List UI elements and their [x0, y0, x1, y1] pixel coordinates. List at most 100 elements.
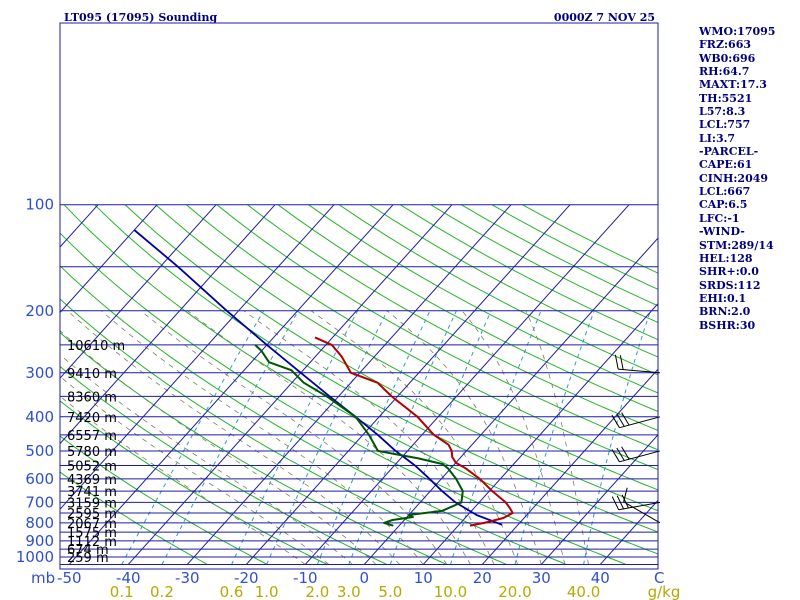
height-label: 1112 m — [67, 535, 117, 550]
dry-adiabat — [60, 400, 328, 565]
isotherm — [599, 499, 658, 565]
wind-barb-flag — [616, 447, 625, 461]
sounding-index: WMO:17095 — [699, 25, 776, 38]
mixing-ratio-tick-label: 0.2 — [150, 583, 174, 600]
isotherm — [60, 204, 158, 314]
sounding-index: WB0:696 — [699, 51, 756, 65]
wind-barb-staff — [618, 501, 661, 511]
mixing-ratio-line — [514, 310, 595, 565]
wind-barb-flag — [616, 495, 625, 510]
sounding-index: LI:3.7 — [699, 131, 736, 145]
height-label: 6557 m — [67, 429, 117, 444]
isotherm — [481, 368, 658, 565]
temperature-tick-label: 10 — [414, 569, 433, 587]
chart-title: LT095 (17095) Sounding — [64, 11, 217, 24]
dry-adiabat — [277, 204, 658, 413]
temperature-tick-label: C — [654, 569, 664, 587]
mixing-ratio-tick-label: 10.0 — [434, 583, 467, 600]
height-label: 2067 m — [67, 517, 117, 532]
sounding-profiles — [133, 229, 514, 527]
mixing-ratio-line — [348, 310, 457, 565]
moist-adiabat — [140, 310, 448, 565]
wind-barb-flag — [616, 413, 625, 427]
height-label: 9410 m — [67, 367, 117, 382]
mixing-ratio-tick-label: 40.0 — [567, 583, 600, 600]
height-label: 3741 m — [67, 485, 117, 500]
sounding-index: CINH:2049 — [699, 171, 769, 185]
moist-adiabat — [243, 310, 495, 565]
height-label: 4369 m — [67, 473, 117, 488]
temperature-tick-label: 0 — [360, 569, 370, 587]
isotherm — [68, 204, 394, 565]
height-label: 8360 m — [67, 390, 117, 405]
isotherm — [60, 204, 217, 379]
temperature-tick-label: 40 — [591, 569, 610, 587]
dewpoint-trace — [254, 344, 464, 527]
mixing-ratio-line — [266, 310, 388, 565]
sounding-index: FRZ:663 — [699, 38, 752, 52]
isotherm — [304, 204, 630, 565]
wind-barb — [614, 354, 661, 374]
sounding-index: HEL:128 — [699, 251, 753, 265]
height-label: 674 m — [67, 543, 109, 558]
sounding-index: EHI:0.1 — [699, 291, 747, 305]
sounding-index: CAPE:61 — [699, 158, 753, 172]
isotherm — [186, 204, 512, 565]
mixing-ratio-tick-label: 1.0 — [255, 583, 279, 600]
moist-adiabat — [525, 310, 589, 565]
isotherm — [60, 204, 276, 445]
dry-adiabat — [369, 204, 658, 358]
sounding-index: TH:5521 — [699, 91, 753, 105]
wind-barbs — [611, 354, 661, 524]
mixing-ratio-line — [450, 310, 542, 565]
moist-adiabat — [60, 395, 306, 565]
height-label: 5052 m — [67, 460, 117, 475]
pressure-tick-label: 900 — [25, 532, 54, 550]
dry-adiabat — [60, 265, 567, 565]
wind-barb-flag — [619, 355, 624, 370]
height-label: 3159 m — [67, 496, 117, 511]
dry-adiabat — [60, 435, 268, 565]
pressure-tick-label: 1000 — [16, 548, 54, 566]
pressure-tick-label: 300 — [25, 364, 54, 382]
pressure-tick-label: 700 — [25, 493, 54, 511]
sounding-index: SRDS:112 — [699, 278, 761, 292]
isotherm — [60, 204, 335, 510]
mixing-ratio-line — [316, 310, 431, 565]
mixing-ratio-tick-label: 5.0 — [378, 583, 402, 600]
dry-adiabat — [63, 204, 658, 555]
dry-adiabat — [185, 204, 658, 471]
sounding-index: BSHR:30 — [699, 318, 756, 332]
dry-adiabat — [216, 204, 658, 451]
temperature-tick-label: -20 — [234, 569, 259, 587]
sounding-index: CAP:6.5 — [699, 198, 748, 212]
diagram-grid — [60, 204, 658, 565]
wind-barb — [611, 412, 661, 429]
mixing-ratio-line — [121, 310, 265, 565]
wind-barb — [611, 494, 661, 511]
wind-barb-flag — [614, 354, 619, 370]
sounding-index: LFC:-1 — [699, 211, 740, 225]
pressure-tick-label: 400 — [25, 408, 54, 426]
sounding-index: -WIND- — [699, 225, 745, 239]
plot-frame — [59, 22, 659, 570]
sounding-index: LCL:667 — [699, 185, 751, 199]
height-label: 1575 m — [67, 526, 117, 541]
dry-adiabat — [60, 298, 507, 565]
wind-barb-staff — [623, 501, 661, 524]
height-label: 7420 m — [67, 411, 117, 426]
temperature-tick-label: 30 — [532, 569, 551, 587]
isotherm — [127, 204, 453, 565]
sounding-indices-panel: WMO:17095 FRZ:663 WB0:696 RH:64.7 MAXT:17.3 T… — [699, 25, 797, 332]
pressure-tick-label: 500 — [25, 442, 54, 460]
moist-adiabat — [187, 310, 471, 565]
mixing-ratio-line — [231, 310, 359, 565]
wind-barb-flag — [611, 414, 620, 428]
temperature-tick-label: -30 — [175, 569, 200, 587]
dry-adiabat — [308, 204, 658, 394]
dry-adiabat — [247, 204, 658, 431]
height-label: 2595 m — [67, 507, 117, 522]
mixing-ratio-tick-label: 0.1 — [110, 583, 134, 600]
valid-time: 0000Z 7 NOV 25 — [554, 11, 655, 24]
